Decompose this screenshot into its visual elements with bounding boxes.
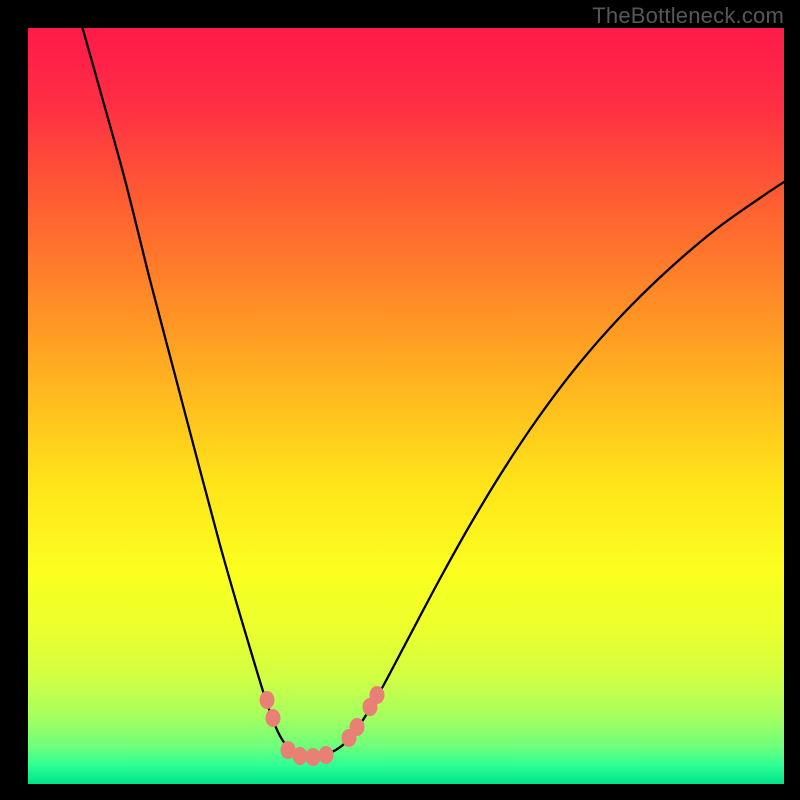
watermark-text: TheBottleneck.com — [592, 3, 784, 29]
curve-marker — [350, 718, 365, 736]
chart-stage: TheBottleneck.com — [0, 0, 800, 800]
curve-marker — [260, 691, 275, 709]
bottleneck-curve-line — [78, 28, 784, 756]
curve-marker — [319, 746, 334, 764]
curve-marker — [266, 709, 281, 727]
bottleneck-curve-chart — [28, 28, 784, 784]
curve-marker — [306, 748, 321, 766]
curve-marker — [370, 686, 385, 704]
curve-marker — [293, 747, 308, 765]
